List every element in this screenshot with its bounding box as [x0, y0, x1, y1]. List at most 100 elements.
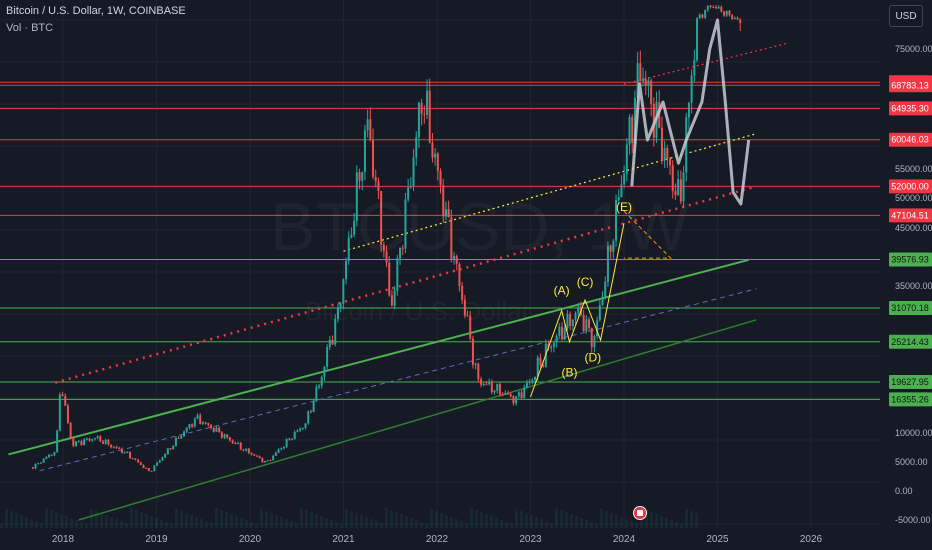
candle-body [388, 262, 391, 296]
volume-bar [130, 508, 133, 528]
volume-bar [295, 523, 298, 528]
volume-bar [180, 511, 183, 528]
candle-body [434, 153, 437, 158]
candle-body [255, 455, 258, 457]
volume-bar [205, 521, 208, 528]
candle-body [353, 220, 356, 235]
volume-bar [70, 518, 73, 528]
price-level-label: 60046.03 [891, 135, 929, 145]
candle-body [426, 90, 429, 115]
candle-body [698, 14, 701, 19]
candle-body [423, 113, 426, 115]
candle-body [326, 347, 329, 367]
volume-bar [645, 510, 648, 528]
candle-body [693, 60, 696, 76]
candle-body [355, 172, 358, 221]
volume-bar [5, 509, 8, 528]
volume-bar [620, 517, 623, 528]
candle-body [39, 462, 42, 464]
candle-body [633, 97, 636, 143]
candle-body [447, 209, 450, 218]
candle-body [666, 147, 669, 159]
candle-body [269, 460, 272, 462]
currency-button[interactable]: USD [889, 5, 923, 27]
candle-body [177, 437, 180, 439]
candle-body [552, 342, 555, 347]
volume-bar [35, 521, 38, 528]
candle-body [166, 448, 169, 454]
volume-bar [260, 509, 263, 528]
candle-body [690, 75, 693, 103]
volume-bar [365, 517, 368, 528]
volume-bar [215, 508, 218, 528]
candle-body [88, 438, 91, 441]
candle-body [493, 390, 496, 393]
price-axis-label: 50000.00 [895, 193, 932, 203]
candle-body [706, 5, 709, 11]
volume-bar [185, 513, 188, 528]
candle-body [596, 320, 599, 337]
candle-body [296, 430, 299, 432]
candle-body [37, 463, 40, 465]
trend-line [39, 288, 757, 472]
candle-body [647, 80, 650, 86]
candle-body [717, 6, 720, 9]
candle-body [334, 318, 337, 345]
symbol-legend[interactable]: Bitcoin / U.S. Dollar, 1W, COINBASE [6, 5, 186, 17]
candle-body [442, 184, 445, 217]
volume-bar [460, 521, 463, 528]
volume-legend[interactable]: Vol · BTC [6, 22, 54, 34]
candle-body [617, 197, 620, 201]
volume-bar [530, 515, 533, 528]
volume-bar [515, 509, 518, 528]
candle-body [588, 319, 591, 328]
volume-bar [555, 508, 558, 528]
candle-body [477, 363, 480, 380]
candle-body [315, 387, 318, 402]
candle-body [50, 454, 53, 456]
volume-bar [55, 512, 58, 528]
candle-body [471, 338, 474, 365]
candle-body [145, 467, 148, 469]
candle-body [191, 424, 194, 427]
volume-bar [80, 522, 83, 528]
volume-bar [575, 516, 578, 528]
candle-body [612, 240, 615, 252]
volume-bar [685, 509, 688, 528]
candle-body [628, 116, 631, 145]
candle-body [577, 306, 580, 314]
candle-body [301, 427, 304, 429]
candle-body [231, 440, 234, 443]
candle-body [139, 462, 142, 465]
candle-body [439, 171, 442, 185]
candle-body [266, 460, 269, 462]
time-axis-label: 2020 [239, 534, 262, 545]
candle-body [242, 449, 245, 451]
volume-bar [655, 514, 658, 528]
candle-body [156, 462, 159, 466]
candle-body [566, 313, 569, 329]
volume-bar [220, 510, 223, 528]
candle-body [53, 451, 56, 456]
volume-bar [250, 522, 253, 528]
candle-body [669, 158, 672, 166]
volume-bar [375, 521, 378, 528]
candle-body [288, 438, 291, 440]
volume-bar [400, 514, 403, 528]
volume-bar [370, 519, 373, 528]
candle-body [72, 438, 75, 446]
candle-body [369, 119, 372, 140]
volume-bar [40, 523, 43, 528]
volume-bar [590, 522, 593, 528]
volume-bar [545, 521, 548, 528]
volume-bar [565, 512, 568, 528]
candle-body [725, 10, 728, 16]
us-flag-event-icon[interactable] [633, 506, 647, 520]
volume-bar [190, 515, 193, 528]
candle-body [293, 431, 296, 440]
volume-bar [85, 524, 88, 528]
candle-body [291, 439, 294, 441]
candle-body [280, 448, 283, 450]
candle-body [118, 447, 121, 449]
